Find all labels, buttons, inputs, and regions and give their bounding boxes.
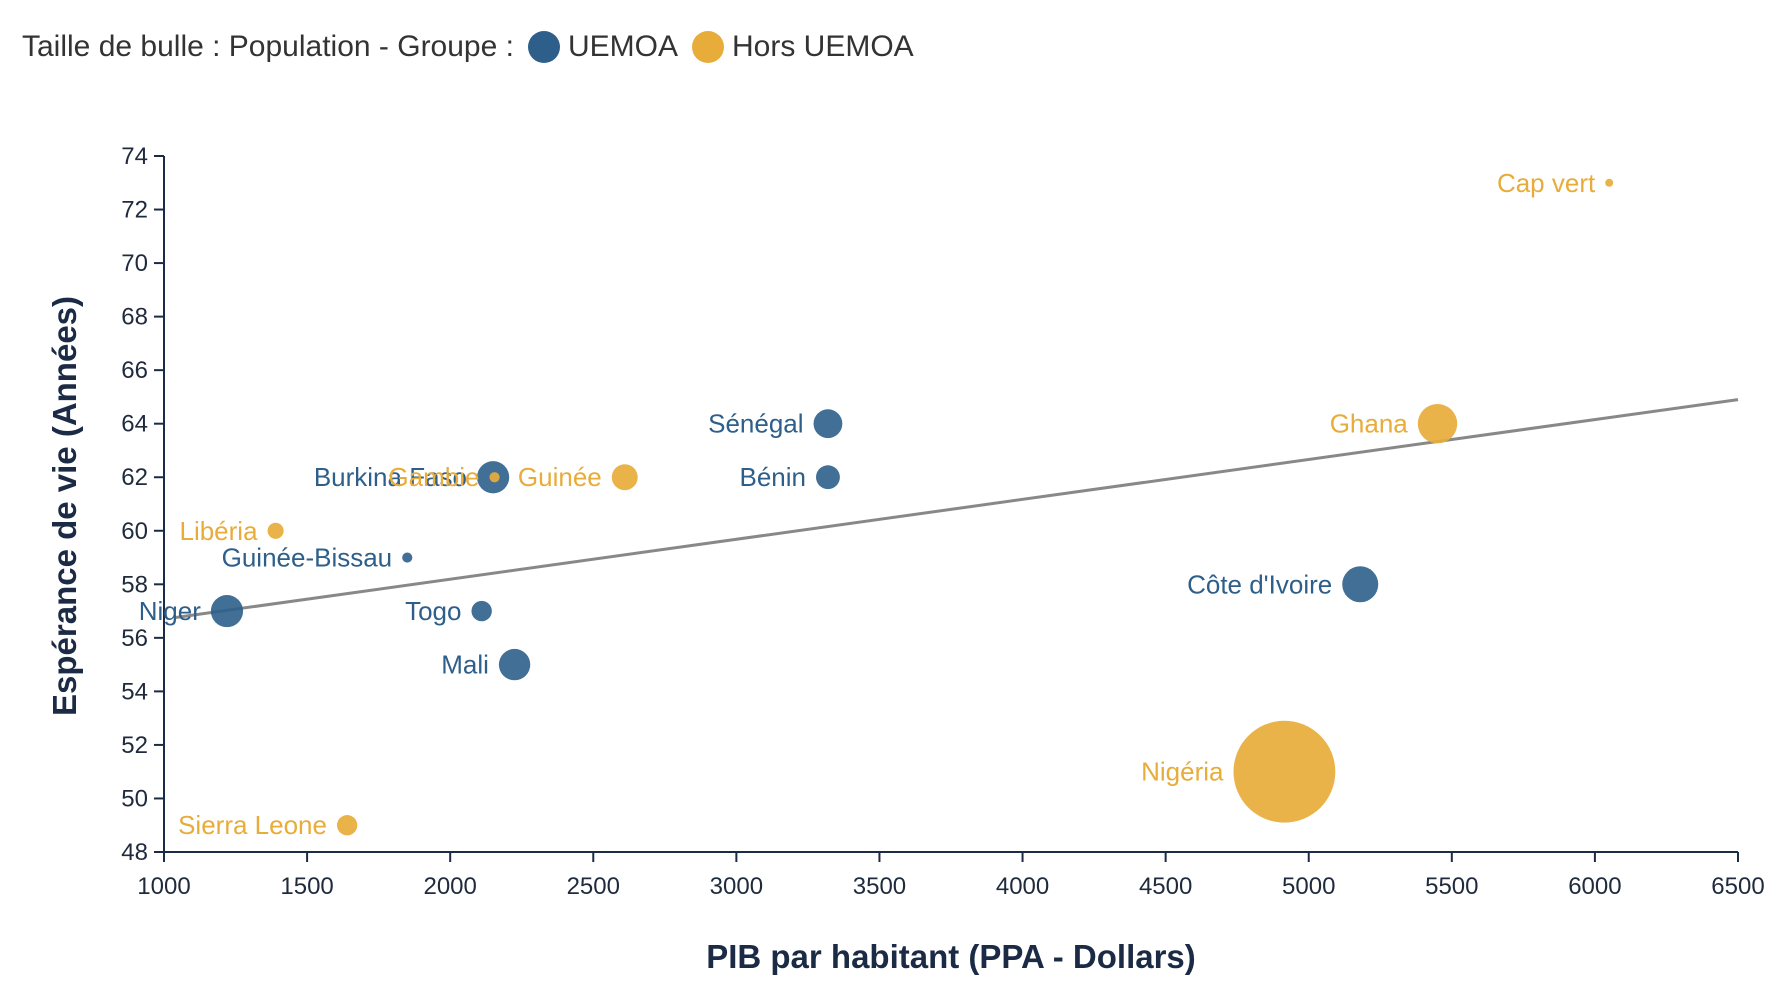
- axes: 48 50 52 54 56 58 60 62 64 66 68 70 72 74 1000 1500 2000…: [121, 143, 1764, 900]
- x-tick-label: 6500: [1711, 873, 1764, 900]
- bubble[interactable]: [1605, 178, 1614, 187]
- legend-label-hors-uemoa: Hors UEMOA: [731, 30, 914, 63]
- bubble-label: Ghana: [1330, 409, 1409, 439]
- bubble[interactable]: [336, 815, 358, 836]
- trendline-group: [173, 398, 1739, 620]
- bubble-label: Côte d'Ivoire: [1187, 569, 1332, 599]
- legend: Taille de bulle : Population - Groupe : …: [22, 30, 914, 64]
- x-tick-label: 6000: [1568, 873, 1621, 900]
- bubble-label: Togo: [405, 596, 461, 626]
- bubble[interactable]: [402, 552, 413, 563]
- x-tick-label: 5000: [1282, 873, 1335, 900]
- x-tick-label: 1500: [280, 873, 333, 900]
- bubble-label: Niger: [139, 596, 201, 626]
- x-tick-label: 2500: [567, 873, 620, 900]
- bubble-label: Sierra Leone: [178, 810, 327, 840]
- trendline: [173, 398, 1739, 620]
- bubble-label: Gambie: [388, 462, 479, 492]
- x-tick-label: 3000: [710, 873, 763, 900]
- y-tick-label: 68: [121, 304, 148, 331]
- legend-swatch-uemoa: [527, 31, 560, 63]
- y-tick-label: 60: [121, 518, 148, 545]
- labels-group: Nigéria Ghana Côte d'Ivoire Niger Burkina Fa…: [139, 168, 1596, 840]
- y-axis-title: Espérance de vie (Années): [46, 296, 83, 716]
- y-tick-label: 70: [121, 250, 148, 277]
- y-tick-label: 72: [121, 197, 148, 224]
- bubble-label: Mali: [441, 650, 489, 680]
- legend-size-note: Taille de bulle : Population - Groupe :: [22, 30, 514, 63]
- bubble-label: Guinée: [518, 462, 602, 492]
- bubble-label: Bénin: [740, 462, 807, 492]
- bubble[interactable]: [816, 465, 840, 490]
- x-tick-label: 4000: [996, 873, 1049, 900]
- bubble-label: Burkina Faso: [314, 462, 467, 492]
- x-tick-label: 5500: [1425, 873, 1478, 900]
- x-tick-label: 4500: [1139, 873, 1192, 900]
- x-axis-title: PIB par habitant (PPA - Dollars): [706, 938, 1196, 975]
- bubble[interactable]: [471, 600, 492, 622]
- bubble[interactable]: [813, 409, 843, 439]
- y-tick-label: 74: [121, 143, 148, 170]
- bubble-label: Nigéria: [1141, 757, 1224, 787]
- bubble-label: Guinée-Bissau: [222, 543, 393, 573]
- bubble[interactable]: [611, 464, 638, 491]
- bubble[interactable]: [267, 522, 284, 539]
- y-tick-label: 64: [121, 411, 148, 438]
- bubble[interactable]: [489, 472, 500, 483]
- points-group: [210, 178, 1614, 836]
- legend-label-uemoa: UEMOA: [567, 30, 678, 63]
- bubble-label: Libéria: [179, 516, 258, 546]
- y-tick-label: 62: [121, 464, 148, 491]
- y-tick-label: 56: [121, 625, 148, 652]
- bubble[interactable]: [498, 648, 531, 681]
- x-tick-label: 1000: [137, 873, 190, 900]
- bubble[interactable]: [1233, 720, 1336, 823]
- bubble-label: Cap vert: [1497, 168, 1596, 198]
- y-tick-label: 58: [121, 571, 148, 598]
- bubble[interactable]: [210, 594, 244, 628]
- y-tick-label: 52: [121, 732, 148, 759]
- y-tick-label: 66: [121, 357, 148, 384]
- legend-swatch-hors-uemoa: [691, 31, 724, 63]
- x-tick-label: 2000: [423, 873, 476, 900]
- x-tick-label: 3500: [853, 873, 906, 900]
- bubble[interactable]: [1417, 403, 1458, 444]
- y-tick-label: 48: [121, 839, 148, 866]
- bubble-label: Sénégal: [708, 409, 803, 439]
- bubble[interactable]: [1342, 566, 1379, 603]
- y-tick-label: 50: [121, 785, 148, 812]
- y-tick-label: 54: [121, 678, 148, 705]
